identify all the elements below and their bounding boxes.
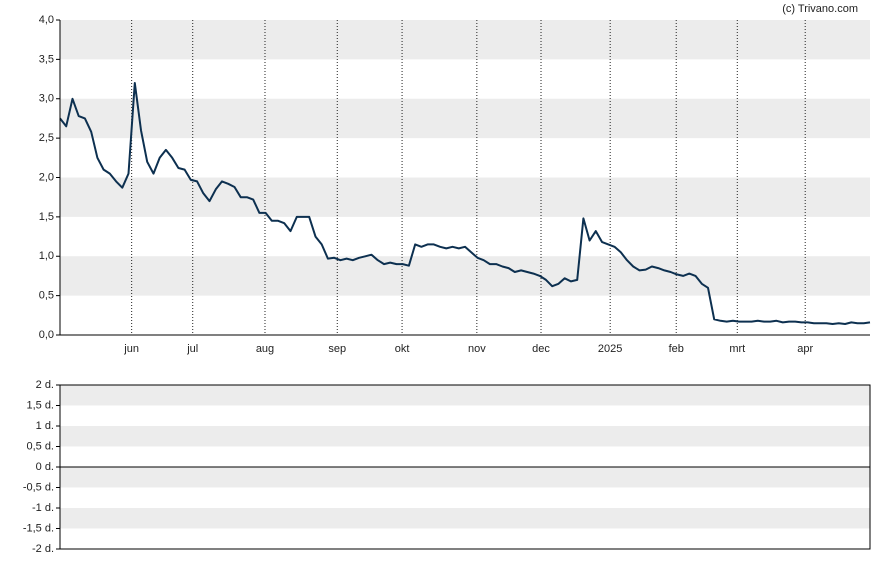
grid-band (60, 20, 870, 60)
x-tick-label: jul (186, 343, 198, 355)
x-tick-label: dec (532, 343, 550, 355)
y-tick-label: 4,0 (39, 14, 54, 26)
x-tick-label: nov (468, 343, 486, 355)
plot-frame (59, 384, 871, 550)
x-tick-label: jun (123, 343, 139, 355)
y-tick-label: 0,0 (39, 329, 54, 341)
y-tick-label: 3,5 (39, 53, 54, 65)
y-tick-label: 0,5 d. (26, 440, 54, 452)
grid-band (60, 508, 870, 529)
x-tick-label: okt (395, 343, 410, 355)
y-tick-label: 1,5 (39, 211, 54, 223)
y-tick-label: 1,0 (39, 250, 54, 262)
y-tick-label: -2 d. (32, 543, 54, 555)
y-tick-label: -0,5 d. (23, 481, 54, 493)
y-tick-label: 1 d. (36, 420, 54, 432)
x-tick-label: mrt (729, 343, 745, 355)
grid-band (60, 467, 870, 488)
grid-band (60, 98, 870, 139)
grid-band (60, 177, 870, 217)
grid-band (60, 385, 870, 406)
x-tick-label: aug (256, 343, 274, 355)
y-tick-label: 3,0 (39, 93, 54, 105)
price-line (59, 82, 871, 325)
grid-band (60, 426, 870, 447)
y-tick-label: 2,5 (39, 132, 54, 144)
y-tick-label: 2,0 (39, 171, 54, 183)
grid-band (60, 256, 870, 296)
y-tick-label: 0 d. (36, 461, 54, 473)
y-tick-label: -1 d. (32, 502, 54, 514)
x-tick-label: sep (328, 343, 346, 355)
y-tick-label: -1,5 d. (23, 522, 54, 534)
x-tick-label: apr (797, 343, 813, 355)
y-tick-label: 0,5 (39, 290, 54, 302)
y-tick-label: 2 d. (36, 379, 54, 391)
y-tick-label: 1,5 d. (26, 399, 54, 411)
x-tick-label: feb (669, 343, 684, 355)
watermark: (c) Trivano.com (782, 3, 858, 15)
x-tick-label: 2025 (598, 343, 622, 355)
